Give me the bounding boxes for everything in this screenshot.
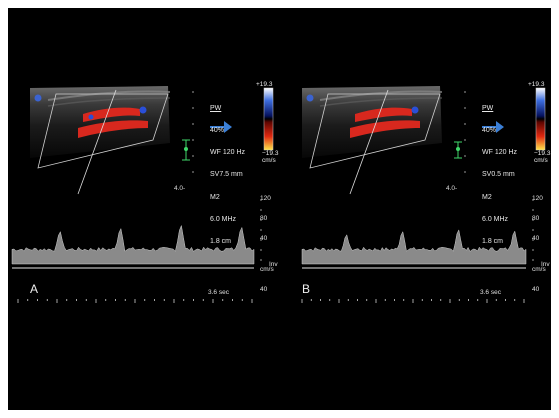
arrow-icon [210,121,232,133]
arrow-icon [482,121,504,133]
panel-b-graphics [301,86,546,303]
frequency-label: 6.0 MHz [482,215,509,223]
sample-volume-label: SV0.5 mm [482,171,515,179]
scale-80: 80 [260,215,268,222]
time-axis-ticks [301,299,525,303]
color-bar-min: −19.3 [534,150,551,157]
depth-marker: 4.0- [174,185,186,192]
color-bar-max: +19.3 [256,81,273,88]
probe-orientation-icon [34,94,42,102]
scale-40: 40 [260,235,268,242]
depth-label: 1.8 cm [482,238,504,246]
panel-b: PW 40% WF 120 Hz SV0.5 mm M2 6.0 MHz 1.8… [280,8,551,410]
doppler-spectrum [11,224,255,265]
wall-filter-label: WF 120 Hz [482,149,518,157]
acquisition-parameters: PW 40% WF 120 Hz SV0.5 mm M2 6.0 MHz 1.8… [482,90,517,260]
gain-label: 40% [482,127,497,135]
color-bar-unit: cm/s [262,157,276,164]
m-label: M2 [210,193,220,201]
acquisition-parameters: PW 40% WF 120 Hz SV7.5 mm M2 6.0 MHz 1.8… [210,90,245,260]
depth-label: 1.8 cm [210,238,232,246]
scale-neg-40: 40 [260,286,268,293]
inv-label: Inv [541,261,550,268]
color-bar-max: +19.3 [528,81,545,88]
panel-label: A [30,282,39,296]
panel-label: B [302,282,311,296]
scale-neg-40: 40 [532,286,540,293]
velocity-scale-ticks [532,199,534,261]
velocity-color-bar [263,87,274,151]
velocity-scale-ticks [260,199,262,261]
doppler-cursor-line [77,89,117,195]
probe-orientation-icon [306,94,314,102]
mode-label: PW [482,104,494,112]
scale-unit: cm/s [532,266,546,273]
vessel-flow-lower [78,120,148,138]
scale-80: 80 [532,215,540,222]
scale-unit: cm/s [260,266,274,273]
time-scale-label: 3.6 sec [480,289,501,296]
doppler-cursor-line [349,89,389,195]
vessel-flow-lower [350,120,420,138]
b-mode-image [302,86,442,158]
color-bar-min: −19.3 [262,150,279,157]
scale-40: 40 [532,235,540,242]
frequency-label: 6.0 MHz [210,215,237,223]
depth-marker: 4.0- [446,185,458,192]
sample-gate-marker [184,147,188,151]
vessel-flow-upper [355,107,412,122]
color-box [309,93,441,169]
panel-a-graphics [11,86,274,303]
gain-label: 40% [210,127,225,135]
doppler-spectrum [301,229,527,265]
mode-label: PW [210,104,222,112]
time-scale-label: 3.6 sec [208,289,229,296]
scale-120: 120 [260,195,271,202]
m-label: M2 [482,193,492,201]
ultrasound-figure: PW 40% WF 120 Hz SV7.5 mm M2 6.0 MHz 1.8… [8,8,551,410]
color-box [37,93,169,169]
sample-volume-label: SV7.5 mm [210,171,243,179]
wall-filter-label: WF 120 Hz [210,149,246,157]
color-bar-unit: cm/s [534,157,548,164]
scale-120: 120 [532,195,543,202]
velocity-color-bar [535,87,546,151]
sample-gate-marker [456,147,460,151]
panel-a: PW 40% WF 120 Hz SV7.5 mm M2 6.0 MHz 1.8… [8,8,279,410]
time-axis-ticks [17,299,253,303]
vessel-flow-upper [83,107,140,122]
inv-label: Inv [269,261,278,268]
b-mode-image [30,86,170,158]
